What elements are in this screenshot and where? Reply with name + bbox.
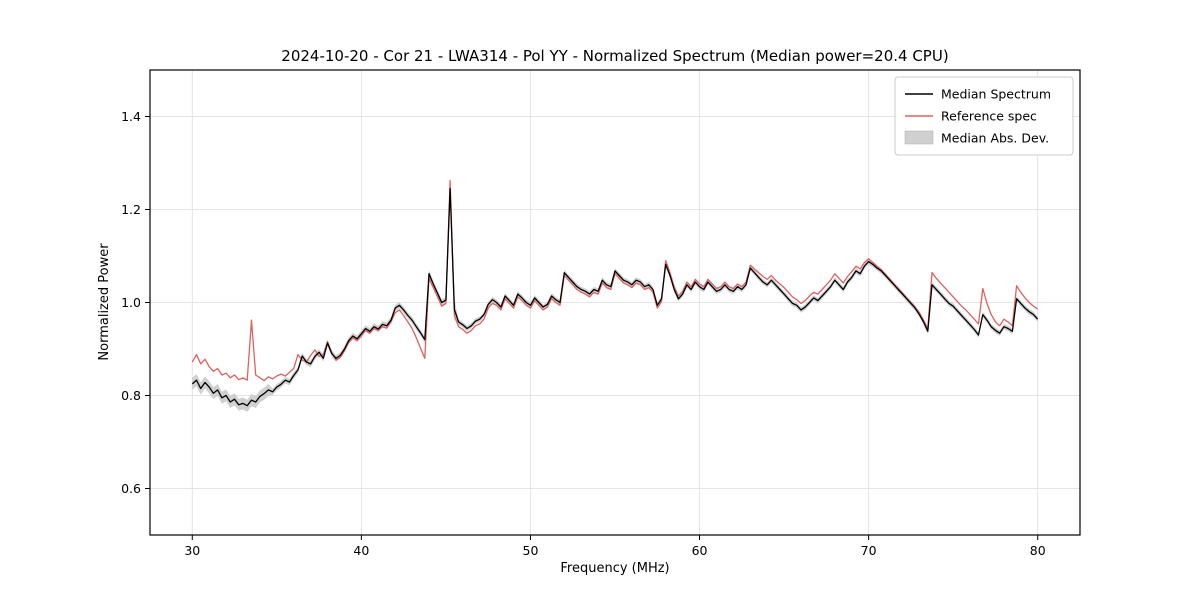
- chart-title: 2024-10-20 - Cor 21 - LWA314 - Pol YY - …: [281, 47, 948, 65]
- y-tick-label: 1.4: [121, 109, 141, 124]
- legend-patch-sample: [904, 130, 934, 145]
- legend-label: Median Spectrum: [941, 87, 1051, 102]
- y-tick-label: 0.6: [121, 481, 141, 496]
- axis-ticks: 30 40 50 60 70 80 0.6 0.8 1.0 1.2 1.4: [121, 109, 1046, 558]
- series-line-median-spectrum: [191, 187, 1039, 407]
- x-tick-label: 70: [861, 543, 877, 558]
- y-axis-label: Normalized Power: [97, 243, 112, 361]
- mad-band-polygon: [192, 178, 1038, 412]
- legend-box: [894, 76, 1074, 156]
- x-tick-label: 80: [1030, 543, 1046, 558]
- legend-label: Median Abs. Dev.: [941, 131, 1049, 146]
- legend: Median Spectrum Reference spec Median Abs.…: [894, 76, 1074, 156]
- x-tick-label: 60: [692, 543, 708, 558]
- x-tick-label: 50: [523, 543, 539, 558]
- x-tick-label: 30: [184, 543, 200, 558]
- x-axis-label: Frequency (MHz): [560, 561, 669, 576]
- y-tick-label: 1.2: [121, 202, 141, 217]
- x-tick-label: 40: [353, 543, 369, 558]
- y-tick-label: 1.0: [121, 295, 141, 310]
- legend-label: Reference spec: [941, 109, 1037, 124]
- y-tick-label: 0.8: [121, 388, 141, 403]
- data-series: [191, 180, 1039, 407]
- mad-band: [192, 178, 1038, 412]
